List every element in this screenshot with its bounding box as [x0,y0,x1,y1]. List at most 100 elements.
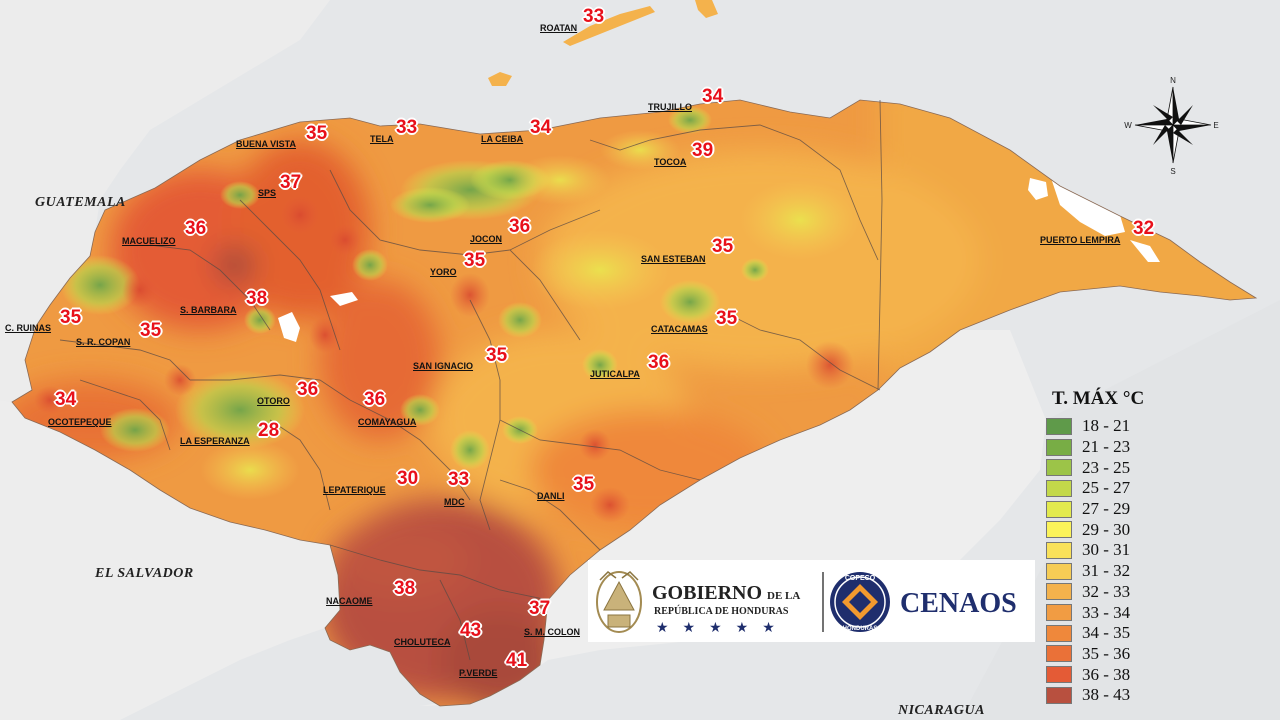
temp-tocoa: 39 [692,140,714,161]
temp-s-r-copan: 35 [140,320,162,341]
legend-row: 38 - 43 [1046,685,1176,706]
gobierno-stars: ★★★★★ [656,620,789,636]
temp-buena-vista: 35 [306,123,328,144]
legend-range-label: 30 - 31 [1082,540,1131,560]
legend-range-label: 31 - 32 [1082,561,1131,581]
temp-san-esteban: 35 [712,236,734,257]
temp-la-ceiba: 34 [530,117,552,138]
legend-row: 25 - 27 [1046,478,1176,499]
temp-san-ignacio: 35 [486,345,508,366]
gobierno-de-la: DE LA [767,590,801,602]
compass-n: N [1170,76,1176,85]
compass-e: E [1213,121,1218,130]
gobierno-word: GOBIERNO [652,582,763,604]
city-label-mdc: MDC [444,497,465,507]
city-label-puerto-lempira: PUERTO LEMPIRA [1040,235,1121,245]
city-label-trujillo: TRUJILLO [648,102,692,112]
temp-jocon: 36 [509,216,531,237]
legend-title: T. MÁX °C [1052,388,1145,409]
city-label-nacaome: NACAOME [326,596,373,606]
legend-row: 21 - 23 [1046,437,1176,458]
department-boundaries [59,99,883,661]
temp-catacamas: 35 [716,308,738,329]
country-label-el-salvador: EL SALVADOR [95,566,194,581]
legend-row: 36 - 38 [1046,664,1176,685]
city-label-ocotepeque: OCOTEPEQUE [48,417,112,427]
city-label-s-barbara: S. BARBARA [180,305,237,315]
city-label-otoro: OTORO [257,396,290,406]
legend-range-label: 27 - 29 [1082,499,1131,519]
temp-juticalpa: 36 [648,352,670,373]
legend-swatch [1046,500,1072,518]
temp-p-verde: 41 [506,650,528,671]
legend-swatch [1046,438,1072,456]
copeco-country-text: HONDURAS [843,626,878,632]
legend-range-label: 36 - 38 [1082,664,1131,684]
legend-swatch [1046,666,1072,684]
compass-s: S [1170,167,1175,176]
legend-swatch [1046,583,1072,601]
legend-swatch [1046,459,1072,477]
temp-s-barbara: 38 [246,288,268,309]
legend-row: 23 - 25 [1046,457,1176,478]
legend-range-label: 34 - 35 [1082,623,1131,643]
legend-row: 18 - 21 [1046,416,1176,437]
country-label-nicaragua: NICARAGUA [898,703,985,718]
legend-range-label: 21 - 23 [1082,437,1131,457]
city-label-catacamas: CATACAMAS [651,324,708,334]
legend-range-label: 25 - 27 [1082,478,1131,498]
temp-mdc: 33 [448,469,470,490]
copeco-logo-icon: COPECO HONDURAS [830,572,890,632]
cenaos-title: CENAOS [900,588,1017,619]
city-label-s-r-copan: S. R. COPAN [76,337,131,347]
legend-rows: 18 - 21 21 - 23 23 - 25 25 - 27 27 - 29 29 - … [1046,416,1176,706]
legend-swatch [1046,479,1072,497]
copeco-text: COPECO [845,575,876,582]
temp-la-esperanza: 28 [258,420,280,441]
gobierno-title: GOBIERNO DE LA [652,582,800,605]
legend-swatch [1046,417,1072,435]
temp-c-ruinas: 35 [60,307,82,328]
legend-row: 35 - 36 [1046,644,1176,665]
city-label-lepaterique: LEPATERIQUE [323,485,386,495]
temp-tela: 33 [396,117,418,138]
city-label-yoro: YORO [430,267,457,277]
city-label-jocon: JOCON [470,234,503,244]
compass-rose: N S E W [1124,76,1218,176]
legend-row: 30 - 31 [1046,540,1176,561]
legend-range-label: 29 - 30 [1082,519,1131,539]
city-label-macuelizo: MACUELIZO [122,236,176,246]
national-border [11,99,1258,707]
temp-danli: 35 [573,474,595,495]
city-label-la-ceiba: LA CEIBA [481,134,524,144]
temp-s-m-colon: 37 [529,598,551,619]
city-label-danli: DANLI [537,491,565,501]
legend-swatch [1046,624,1072,642]
city-label-san-esteban: SAN ESTEBAN [641,254,706,264]
legend-range-label: 18 - 21 [1082,416,1131,436]
legend-row: 29 - 30 [1046,519,1176,540]
legend-range-label: 23 - 25 [1082,457,1131,477]
temp-otoro: 36 [297,379,319,400]
legend-row: 27 - 29 [1046,499,1176,520]
city-label-sps: SPS [258,188,277,198]
city-label-choluteca: CHOLUTECA [394,637,451,647]
legend-swatch [1046,604,1072,622]
legend-row: 34 - 35 [1046,623,1176,644]
legend-range-label: 35 - 36 [1082,643,1131,663]
logo-graphics: COPECO HONDURAS [596,571,890,633]
city-label-buena-vista: BUENA VISTA [236,139,297,149]
city-label-c-ruinas: C. RUINAS [5,323,52,333]
temp-choluteca: 43 [460,620,482,641]
city-label-san-ignacio: SAN IGNACIO [413,361,474,371]
logo-banner: COPECO HONDURAS GOBIERNO DE LA REPÚBLICA… [588,560,1035,642]
legend-range-label: 32 - 33 [1082,581,1131,601]
city-label-tocoa: TOCOA [654,157,687,167]
legend-row: 31 - 32 [1046,561,1176,582]
temp-lepaterique: 30 [397,468,419,489]
city-label-s-m-colon: S. M. COLON [524,627,580,637]
legend-range-label: 33 - 34 [1082,602,1131,622]
legend-swatch [1046,521,1072,539]
city-label-p-verde: P.VERDE [459,668,498,678]
